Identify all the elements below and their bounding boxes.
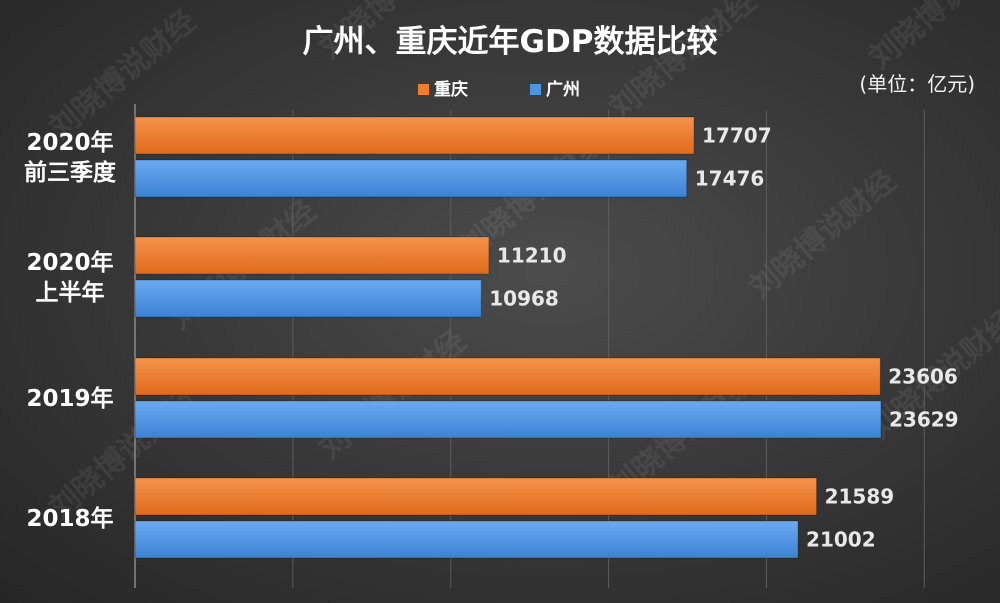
bar (134, 357, 881, 396)
category-label: 前三季度 (24, 159, 117, 186)
value-label: 21002 (806, 528, 876, 552)
bar (134, 477, 818, 516)
legend-swatch (530, 84, 541, 95)
category-label: 2020年 (26, 129, 113, 156)
value-label: 17476 (695, 167, 765, 191)
legend-label: 重庆 (434, 79, 468, 100)
bar (134, 159, 688, 198)
category-label: 2018年 (26, 505, 113, 532)
value-labels: 17707 17476 11210 10968 23606 23629 21589 21002 (489, 124, 958, 552)
value-label: 21589 (825, 485, 895, 509)
watermark-text: 刘晓博说财经 (603, 0, 763, 126)
legend: 重庆 广州 (418, 79, 580, 100)
value-label: 11210 (497, 244, 567, 268)
watermark-text: 刘晓博说财经 (863, 0, 1000, 76)
value-label: 17707 (702, 124, 772, 148)
bar (134, 400, 882, 439)
legend-label: 广州 (546, 79, 580, 100)
bar (134, 116, 695, 155)
bar (134, 236, 490, 275)
value-label: 10968 (489, 287, 559, 311)
value-label: 23629 (889, 408, 959, 432)
bars (134, 116, 882, 559)
category-label: 上半年 (36, 279, 105, 306)
bar (134, 520, 799, 559)
value-label: 23606 (888, 365, 958, 389)
bar (134, 279, 482, 318)
legend-swatch (418, 84, 429, 95)
unit-label: (单位：亿元) (859, 72, 975, 96)
category-label: 2019年 (26, 385, 113, 412)
category-label: 2020年 (26, 249, 113, 276)
chart-title: 广州、重庆近年GDP数据比较 (303, 24, 718, 60)
